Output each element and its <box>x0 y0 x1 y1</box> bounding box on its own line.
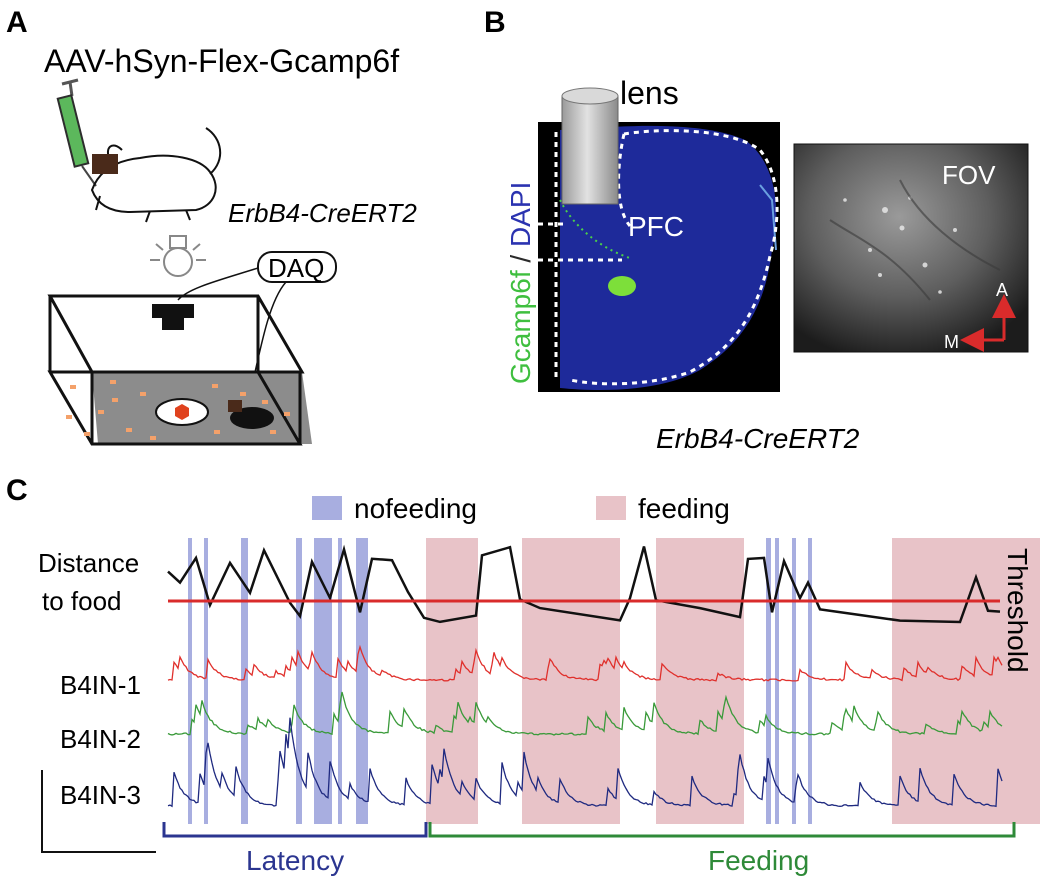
axis-a-label: A <box>996 280 1008 300</box>
feeding-epoch <box>522 538 620 824</box>
trace-b4in3 <box>167 717 1003 808</box>
distance-label-1: Distance <box>38 548 139 578</box>
nofeeding-epoch <box>775 538 779 824</box>
nofeeding-epoch <box>338 538 342 824</box>
gcamp-label: Gcamp6f <box>505 270 536 384</box>
feeding-label: Feeding <box>708 845 809 876</box>
nofeeding-epoch <box>296 538 302 824</box>
legend-feeding-swatch <box>596 496 626 520</box>
trace-group <box>167 544 1003 808</box>
nofeeding-epoch <box>241 538 248 824</box>
panel-b-letter: B <box>484 6 506 39</box>
nofeeding-epoch <box>314 538 332 824</box>
daq-label: DAQ <box>268 253 324 283</box>
feeding-epoch <box>892 538 1040 824</box>
trace-b4in1 <box>167 644 1003 682</box>
panel-a-mouse-line: ErbB4-CreERT2 <box>228 198 417 228</box>
panel-a-letter: A <box>6 6 28 39</box>
scale-bar <box>41 770 156 853</box>
latency-bracket <box>162 822 428 838</box>
feeding-bracket <box>428 822 1016 838</box>
distance-label-2: to food <box>42 586 122 616</box>
trace-b4in2 <box>167 691 1003 736</box>
gcamp-expression <box>608 276 636 296</box>
pfc-label: PFC <box>628 211 684 242</box>
stain-label: Gcamp6f / DAPI <box>505 182 536 384</box>
daq-box <box>257 251 337 283</box>
panel-b: B PFC lens Gcamp6f / DAPI FOV <box>484 6 1029 454</box>
legend-nofeeding-label: nofeeding <box>354 493 477 524</box>
legend-feeding-label: feeding <box>638 493 730 524</box>
feeding-epoch <box>426 538 478 824</box>
feeding-epoch <box>656 538 744 824</box>
syringe-icon <box>56 78 97 187</box>
camera-icon <box>152 304 194 318</box>
panel-a: A AAV-hSyn-Flex-Gcamp6f ErbB4-CreERT2 <box>6 6 417 446</box>
fov-image <box>793 143 1029 353</box>
lens-cylinder <box>561 87 619 205</box>
light-bulb-icon <box>150 235 206 277</box>
fov-label: FOV <box>942 160 996 190</box>
nofeeding-epoch <box>204 538 208 824</box>
latency-label: Latency <box>246 845 344 876</box>
trace-1-label: B4IN-1 <box>60 670 141 700</box>
panel-c: C nofeeding feeding Threshold Distance t… <box>6 474 1040 876</box>
legend-nofeeding-swatch <box>312 496 342 520</box>
headmount-icon <box>92 154 118 174</box>
panel-b-mouse-line: ErbB4-CreERT2 <box>656 423 860 454</box>
threshold-label: Threshold <box>1002 548 1033 673</box>
mouse-drawing <box>90 127 221 223</box>
dapi-label: DAPI <box>505 182 536 247</box>
trace-2-label: B4IN-2 <box>60 724 141 754</box>
epoch-shading <box>188 538 1040 824</box>
orientation-arrows <box>960 294 1016 352</box>
trace-3-label: B4IN-3 <box>60 780 141 810</box>
construct-label: AAV-hSyn-Flex-Gcamp6f <box>44 43 399 79</box>
nofeeding-epoch <box>808 538 812 824</box>
axis-m-label: M <box>944 332 959 352</box>
panel-c-letter: C <box>6 474 28 507</box>
food-pellet-icon <box>175 404 189 420</box>
lens-label: lens <box>620 75 679 111</box>
nofeeding-epoch <box>188 538 192 824</box>
distance-trace <box>167 544 1001 624</box>
mouse-in-arena <box>230 407 274 429</box>
arena-box <box>47 294 312 446</box>
